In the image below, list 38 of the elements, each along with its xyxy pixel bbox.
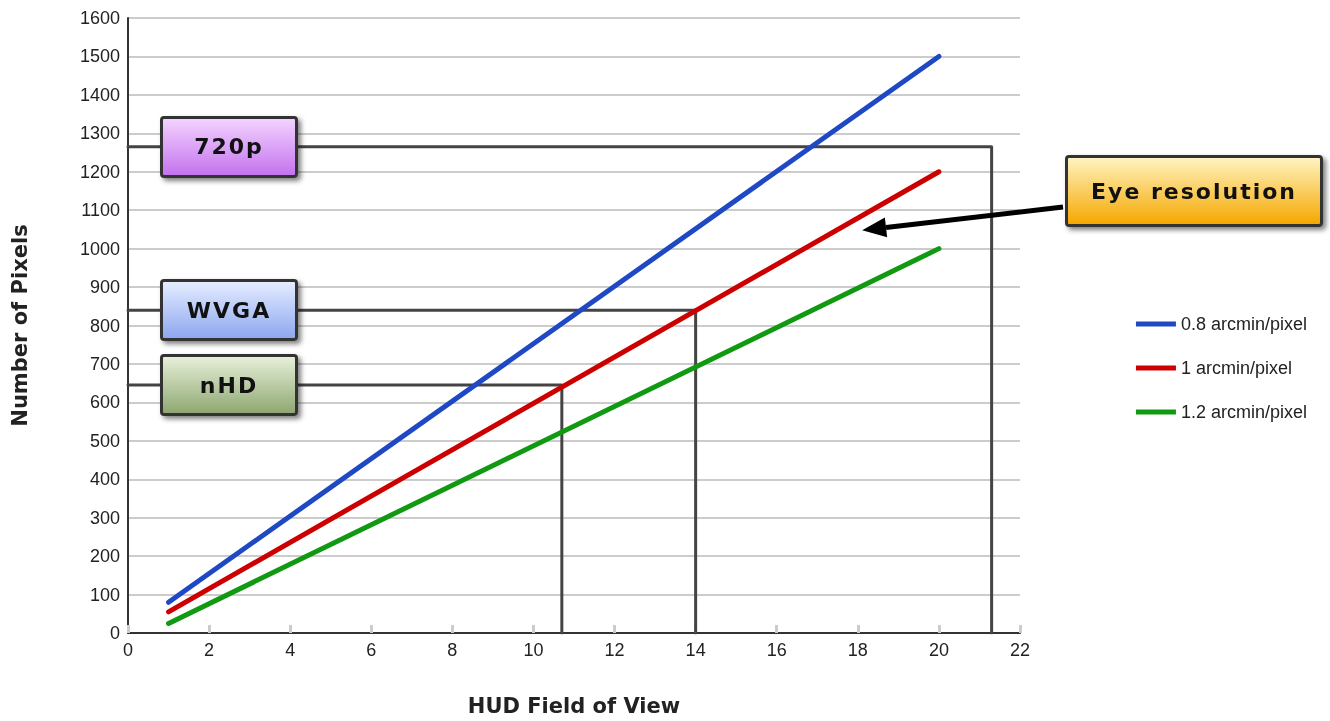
- y-tick-label: 1100: [81, 200, 120, 221]
- y-tick-label: 1500: [79, 46, 120, 67]
- y-tick-label: 0: [109, 623, 120, 643]
- y-tick-label: 1600: [79, 8, 120, 28]
- x-tick-label: 20: [928, 640, 949, 660]
- x-tick-label: 16: [766, 640, 787, 660]
- y-axis-title: Number of Pixels: [7, 224, 32, 427]
- y-tick-label: 1400: [79, 84, 120, 105]
- x-tick-label: 10: [523, 640, 544, 660]
- y-tick-label: 1300: [79, 123, 120, 144]
- x-tick-label: 4: [285, 640, 296, 660]
- y-tick-label: 600: [89, 392, 120, 413]
- y-tick-label: 500: [89, 430, 120, 451]
- y-tick-label: 900: [89, 277, 120, 298]
- y-tick-label: 700: [89, 353, 120, 374]
- y-tick-label: 800: [89, 315, 120, 336]
- label-box: nHD: [160, 354, 298, 417]
- x-tick-label: 0: [122, 640, 134, 660]
- x-tick-label: 6: [366, 640, 377, 660]
- x-tick-label: 12: [604, 640, 625, 660]
- x-tick-label: 18: [847, 640, 868, 660]
- x-axis-title: HUD Field of View: [467, 693, 681, 718]
- y-tick-label: 1000: [79, 238, 120, 259]
- y-tick-label: 300: [89, 507, 120, 528]
- label-box: 720p: [160, 115, 298, 178]
- y-tick-label: 200: [89, 546, 120, 567]
- legend-label: 0.8 arcmin/pixel: [1180, 314, 1308, 334]
- x-tick-label: 2: [204, 640, 215, 660]
- label-box: Eye resolution: [1065, 155, 1323, 227]
- y-tick-label: 100: [89, 584, 120, 605]
- y-tick-label: 400: [89, 469, 120, 490]
- legend-label: 1 arcmin/pixel: [1180, 358, 1292, 378]
- y-tick-label: 1200: [79, 161, 120, 182]
- x-tick-label: 22: [1009, 640, 1031, 660]
- legend-label: 1.2 arcmin/pixel: [1180, 402, 1308, 422]
- label-box: WVGA: [160, 279, 298, 342]
- x-tick-label: 8: [447, 640, 458, 660]
- x-tick-label: 14: [685, 640, 706, 660]
